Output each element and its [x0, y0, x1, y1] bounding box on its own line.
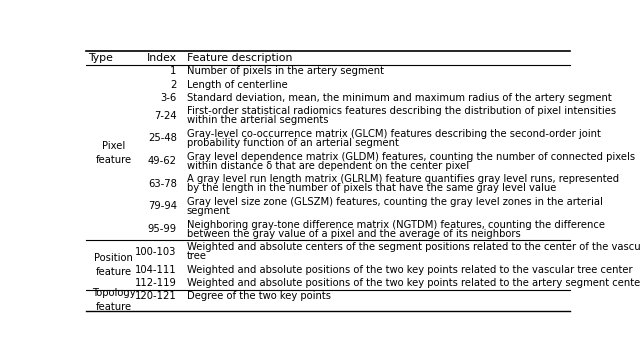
Text: 100-103: 100-103 — [135, 247, 177, 257]
Text: tree: tree — [187, 251, 207, 261]
Text: Length of centerline: Length of centerline — [187, 80, 287, 89]
Text: Index: Index — [147, 53, 177, 63]
Text: Gray-level co-occurrence matrix (GLCM) features describing the second-order join: Gray-level co-occurrence matrix (GLCM) f… — [187, 129, 600, 139]
Text: Number of pixels in the artery segment: Number of pixels in the artery segment — [187, 66, 383, 76]
Text: Standard deviation, mean, the minimum and maximum radius of the artery segment: Standard deviation, mean, the minimum an… — [187, 93, 611, 103]
Text: 7-24: 7-24 — [154, 111, 177, 121]
Text: segment: segment — [187, 206, 230, 216]
Text: between the gray value of a pixel and the average of its neighbors: between the gray value of a pixel and th… — [187, 229, 520, 239]
Text: probability function of an arterial segment: probability function of an arterial segm… — [187, 138, 399, 148]
Text: Topology
feature: Topology feature — [92, 288, 136, 312]
Text: 112-119: 112-119 — [135, 278, 177, 288]
Text: A gray level run length matrix (GLRLM) feature quantifies gray level runs, repre: A gray level run length matrix (GLRLM) f… — [187, 174, 619, 184]
Text: 1: 1 — [170, 66, 177, 76]
Text: Weighted and absolute centers of the segment positions related to the center of : Weighted and absolute centers of the seg… — [187, 242, 640, 252]
Text: Gray level dependence matrix (GLDM) features, counting the number of connected p: Gray level dependence matrix (GLDM) feat… — [187, 151, 635, 162]
Text: 95-99: 95-99 — [148, 224, 177, 234]
Text: within the arterial segments: within the arterial segments — [187, 115, 328, 125]
Text: Weighted and absolute positions of the two key points related to the vascular tr: Weighted and absolute positions of the t… — [187, 265, 632, 275]
Text: Feature description: Feature description — [187, 53, 292, 63]
Text: Gray level size zone (GLSZM) features, counting the gray level zones in the arte: Gray level size zone (GLSZM) features, c… — [187, 197, 602, 207]
Text: 79-94: 79-94 — [148, 201, 177, 211]
Text: Type: Type — [88, 53, 113, 63]
Text: within distance δ that are dependent on the center pixel: within distance δ that are dependent on … — [187, 160, 468, 171]
Text: Neighboring gray-tone difference matrix (NGTDM) features, counting the differenc: Neighboring gray-tone difference matrix … — [187, 220, 605, 230]
Text: 104-111: 104-111 — [135, 265, 177, 275]
Text: 25-48: 25-48 — [148, 134, 177, 144]
Text: First-order statistical radiomics features describing the distribution of pixel : First-order statistical radiomics featur… — [187, 106, 616, 116]
Text: Weighted and absolute positions of the two key points related to the artery segm: Weighted and absolute positions of the t… — [187, 278, 640, 288]
Text: Pixel
feature: Pixel feature — [95, 140, 132, 164]
Text: 120-121: 120-121 — [135, 291, 177, 301]
Text: 3-6: 3-6 — [161, 93, 177, 103]
Text: 63-78: 63-78 — [148, 179, 177, 189]
Text: 2: 2 — [170, 80, 177, 89]
Text: Position
feature: Position feature — [94, 253, 133, 277]
Text: Degree of the two key points: Degree of the two key points — [187, 291, 331, 301]
Text: by the length in the number of pixels that have the same gray level value: by the length in the number of pixels th… — [187, 183, 556, 193]
Text: 49-62: 49-62 — [148, 156, 177, 166]
